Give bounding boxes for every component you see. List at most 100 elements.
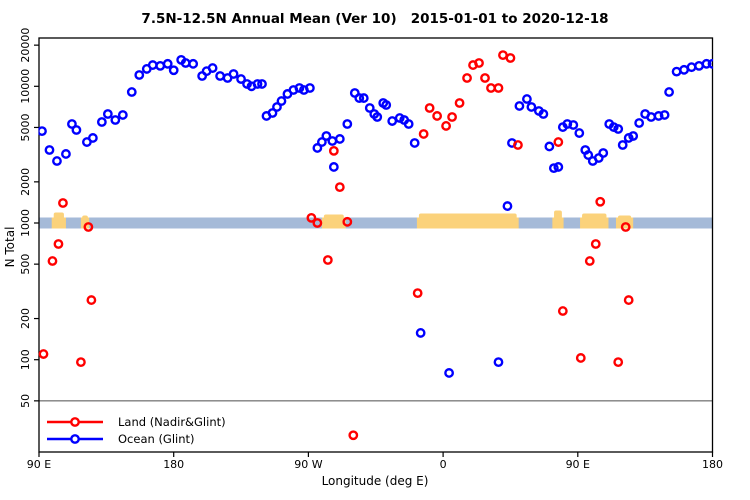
land-point: [462, 73, 472, 83]
land-patch-bump: [82, 215, 88, 220]
land-patch-bump: [53, 212, 64, 220]
ocean-point: [444, 368, 454, 378]
ocean-point: [583, 150, 594, 160]
legend-label-ocean: Ocean (Glint): [118, 431, 195, 446]
legend-label-land: Land (Nadir&Glint): [118, 414, 226, 429]
ocean-point: [168, 65, 179, 76]
ocean-point: [67, 119, 77, 129]
y-tick-label: 2000: [19, 168, 32, 196]
x-axis-title: Longitude (deg E): [321, 474, 429, 488]
ocean-point: [87, 133, 98, 143]
ocean-point: [207, 63, 218, 73]
land-point: [575, 353, 586, 363]
land-point: [334, 182, 345, 193]
ocean-point: [358, 93, 369, 103]
ocean-point: [613, 124, 624, 134]
ocean-point: [553, 162, 564, 172]
ocean-point: [409, 138, 420, 148]
ocean-point: [387, 116, 398, 126]
ocean-point: [252, 79, 263, 89]
ocean-point: [334, 134, 345, 144]
land-point: [620, 222, 631, 232]
y-tick-label: 200: [19, 308, 32, 329]
ocean-point: [653, 111, 664, 121]
ocean-point: [381, 100, 392, 110]
x-tick-label: 90 W: [294, 458, 322, 471]
ocean-point: [102, 109, 113, 119]
ocean-point: [628, 131, 639, 141]
land-patch-bump: [323, 214, 344, 220]
land-point: [505, 53, 516, 63]
ocean-point: [117, 110, 128, 120]
land-point: [441, 121, 451, 131]
ocean-point: [272, 102, 282, 112]
land-point: [590, 239, 601, 249]
y-tick-label: 500: [19, 254, 32, 275]
land-point: [595, 196, 606, 207]
ocean-point: [544, 141, 555, 152]
land-point: [432, 111, 443, 121]
land-point: [76, 357, 86, 368]
y-tick-label: 50: [19, 394, 32, 408]
ocean-point: [162, 58, 173, 69]
ocean-point: [493, 357, 504, 368]
ocean-point: [257, 79, 267, 89]
ocean-point: [328, 162, 339, 172]
ocean-point: [598, 148, 609, 158]
land-point: [418, 129, 429, 139]
ocean-point: [327, 136, 338, 146]
land-point: [454, 98, 465, 108]
land-point: [38, 349, 49, 359]
ocean-point: [694, 61, 704, 71]
ocean-point: [526, 102, 537, 112]
ocean-point: [562, 119, 573, 129]
land-point: [47, 256, 58, 266]
ocean-point: [646, 112, 657, 122]
ocean-point: [61, 149, 71, 159]
x-tick-label: 90 E: [27, 458, 51, 471]
land-patch-bump: [418, 213, 517, 220]
land-point: [328, 145, 339, 156]
ocean-point: [276, 96, 287, 106]
legend: Land (Nadir&Glint) Ocean (Glint): [46, 413, 226, 447]
land-point: [498, 50, 508, 61]
ocean-point: [44, 145, 55, 155]
ocean-point: [538, 109, 549, 119]
land-patch-bump: [582, 213, 607, 220]
ocean-point: [568, 120, 579, 130]
ocean-point: [342, 119, 353, 129]
ocean-point: [267, 108, 278, 118]
ocean-point: [134, 70, 145, 80]
ocean-point: [634, 118, 645, 128]
land-patch: [416, 217, 519, 229]
ocean-point: [228, 69, 239, 79]
ocean-point: [52, 156, 62, 166]
land-patch-bump: [617, 215, 632, 220]
ocean-point: [548, 163, 559, 174]
ocean-point: [354, 93, 365, 103]
ocean-point: [316, 137, 327, 147]
ocean-point: [701, 58, 712, 69]
ocean-series: [38, 54, 713, 378]
ocean-point: [664, 87, 674, 97]
legend-marker-ocean: [47, 433, 103, 444]
land-point: [613, 357, 624, 368]
land-point: [474, 58, 484, 68]
x-tick-label: 180: [163, 458, 184, 471]
ocean-point: [364, 103, 375, 113]
x-tick-label: 180: [702, 458, 723, 471]
land-patch: [552, 217, 564, 229]
land-patch: [321, 217, 346, 229]
legend-entry-ocean: Ocean (Glint): [46, 430, 226, 447]
ocean-point: [522, 94, 532, 104]
land-point: [342, 216, 353, 227]
ocean-point: [502, 201, 513, 211]
data-points-layer: [38, 50, 713, 441]
land-point: [557, 306, 568, 316]
ocean-point: [236, 74, 246, 84]
y-tick-label: 100: [19, 349, 32, 370]
land-point: [312, 218, 323, 228]
land-patch: [80, 217, 90, 229]
ocean-point: [403, 119, 414, 129]
